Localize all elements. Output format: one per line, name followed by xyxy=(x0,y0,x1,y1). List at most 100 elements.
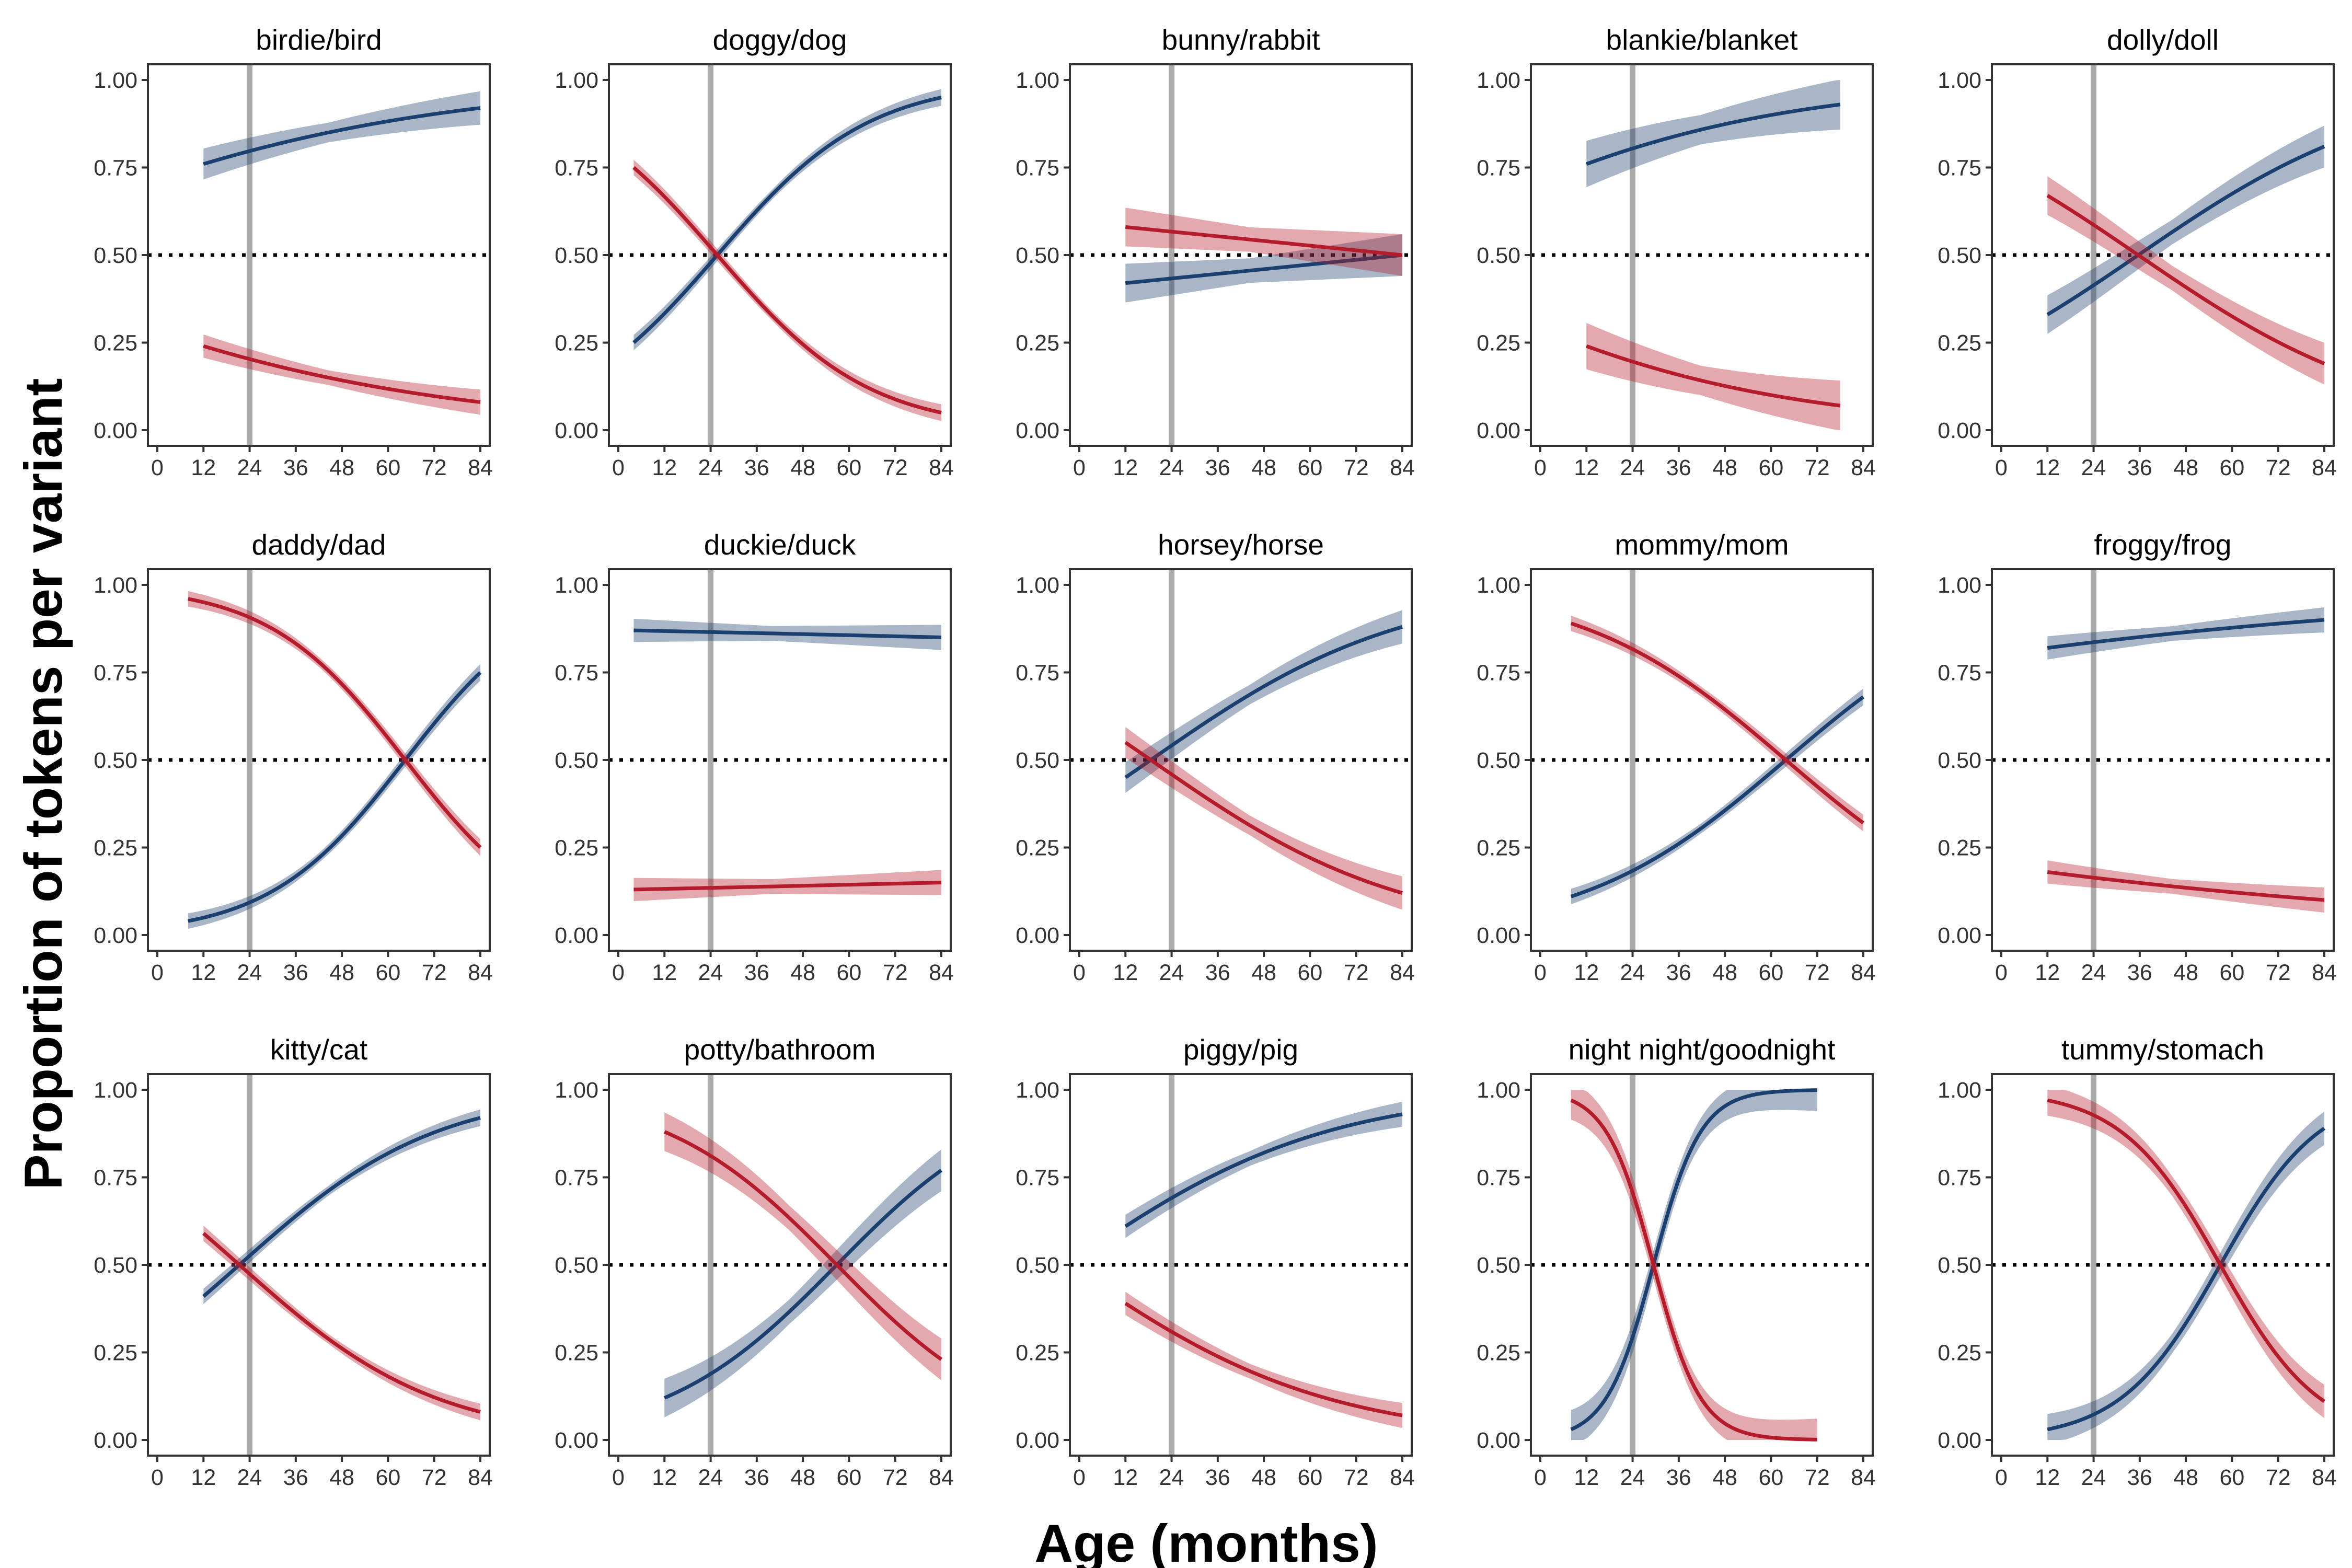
x-tick-label: 36 xyxy=(1666,455,1691,480)
confidence-band xyxy=(1571,688,1863,905)
y-tick-label: 0.75 xyxy=(555,156,598,181)
x-tick-label: 36 xyxy=(283,1465,308,1490)
x-tick-label: 12 xyxy=(652,1465,677,1490)
y-tick-label: 1.00 xyxy=(94,1078,137,1103)
y-tick-label: 0.75 xyxy=(94,156,137,181)
confidence-band xyxy=(1125,1101,1402,1238)
x-tick-label: 24 xyxy=(1159,455,1184,480)
y-tick-label: 1.00 xyxy=(1016,573,1059,598)
y-tick-label: 0.50 xyxy=(1938,748,1981,773)
x-tick-label: 72 xyxy=(2266,455,2291,480)
x-tick-label: 36 xyxy=(744,1465,769,1490)
y-tick-label: 0.00 xyxy=(555,1428,598,1453)
panel-potty-bathroom: potty/bathroom 0.00 0.25 0.50 0.75 1.00 0 12 24 3… xyxy=(555,1033,954,1490)
x-tick-label: 84 xyxy=(1851,1465,1876,1490)
x-tick-label: 48 xyxy=(790,455,815,480)
x-tick-label: 48 xyxy=(329,455,354,480)
y-tick-label: 0.25 xyxy=(1016,331,1059,356)
x-tick-label: 84 xyxy=(2312,960,2337,985)
fit-line-series-1 xyxy=(663,1169,943,1400)
panel-title: doggy/dog xyxy=(713,24,847,56)
fit-line-series-1 xyxy=(188,671,482,923)
y-tick-label: 0.75 xyxy=(555,1166,598,1191)
x-tick-label: 48 xyxy=(1712,960,1737,985)
x-tick-label: 84 xyxy=(2312,1465,2337,1490)
x-tick-label: 0 xyxy=(1534,960,1547,985)
x-tick-label: 48 xyxy=(790,1465,815,1490)
panel-title: tummy/stomach xyxy=(2061,1033,2264,1066)
x-tick-label: 36 xyxy=(1666,960,1691,985)
y-tick-label: 1.00 xyxy=(555,1078,598,1103)
y-tick-label: 0.50 xyxy=(1016,243,1059,268)
x-tick-label: 0 xyxy=(151,1465,164,1490)
y-tick-label: 0.75 xyxy=(94,661,137,686)
x-tick-label: 24 xyxy=(698,455,723,480)
y-tick-label: 0.50 xyxy=(1938,243,1981,268)
x-tick-label: 0 xyxy=(151,960,164,985)
y-tick-label: 1.00 xyxy=(555,68,598,93)
panel-title: duckie/duck xyxy=(704,528,856,561)
y-tick-label: 0.50 xyxy=(94,243,137,268)
panel-night-night-goodnight: night night/goodnight 0.00 0.25 0.50 0.75 1.0… xyxy=(1477,1033,1876,1490)
y-tick-label: 1.00 xyxy=(1938,1078,1981,1103)
x-tick-label: 60 xyxy=(837,455,862,480)
x-tick-label: 12 xyxy=(1113,455,1138,480)
fit-line-series-2 xyxy=(1124,741,1403,895)
panel-title: daddy/dad xyxy=(252,528,386,561)
y-tick-label: 1.00 xyxy=(555,573,598,598)
y-tick-label: 0.25 xyxy=(1016,1341,1059,1366)
x-tick-label: 72 xyxy=(883,455,908,480)
panel-dolly-doll: dolly/doll 0.00 0.25 0.50 0.75 1.00 0 12 24 36 48 6… xyxy=(1938,24,2337,480)
x-tick-label: 72 xyxy=(883,960,908,985)
x-tick-label: 60 xyxy=(376,455,401,480)
y-tick-label: 0.00 xyxy=(94,1428,137,1453)
confidence-band xyxy=(1125,1292,1402,1428)
x-tick-label: 60 xyxy=(1298,455,1323,480)
panel-doggy-dog: doggy/dog 0.00 0.25 0.50 0.75 1.00 0 12 24 36 48 60… xyxy=(555,24,954,480)
y-tick-label: 0.00 xyxy=(1016,418,1059,443)
x-tick-label: 36 xyxy=(744,455,769,480)
x-tick-label: 24 xyxy=(2081,455,2106,480)
x-tick-label: 48 xyxy=(2173,1465,2198,1490)
y-tick-label: 1.00 xyxy=(1477,68,1520,93)
panel-mommy-mom: mommy/mom 0.00 0.25 0.50 0.75 1.00 0 12 24 36 48 60… xyxy=(1477,528,1876,985)
fit-line-series-2 xyxy=(2047,870,2325,902)
fit-line-series-1 xyxy=(632,96,942,344)
y-axis-title: Proportion of tokens per variant xyxy=(14,378,73,1190)
x-tick-label: 36 xyxy=(2127,960,2152,985)
confidence-band xyxy=(1571,1090,1817,1440)
panel-title: froggy/frog xyxy=(2094,528,2232,561)
y-tick-label: 0.75 xyxy=(1016,156,1059,181)
x-tick-label: 24 xyxy=(1159,1465,1184,1490)
x-tick-label: 84 xyxy=(1390,1465,1415,1490)
panel-title: dolly/doll xyxy=(2107,24,2219,56)
x-tick-label: 72 xyxy=(1344,1465,1369,1490)
x-tick-label: 48 xyxy=(329,960,354,985)
x-tick-label: 0 xyxy=(1073,1465,1086,1490)
confidence-band xyxy=(2047,176,2324,385)
fit-line-series-1 xyxy=(633,628,942,639)
x-tick-label: 60 xyxy=(837,960,862,985)
y-tick-label: 0.00 xyxy=(1477,923,1520,948)
x-tick-label: 72 xyxy=(2266,960,2291,985)
y-tick-label: 0.75 xyxy=(555,661,598,686)
x-tick-label: 60 xyxy=(376,1465,401,1490)
fit-line-series-2 xyxy=(1124,1301,1403,1417)
panel-grid: birdie/bird 0.00 0.25 0.50 0.75 1.00 0 12 24 36 48… xyxy=(94,24,2337,1490)
fit-line-series-1 xyxy=(1124,1112,1403,1228)
y-tick-label: 0.50 xyxy=(1016,748,1059,773)
fit-line-series-1 xyxy=(2047,1126,2326,1432)
y-tick-label: 0.25 xyxy=(1477,1341,1520,1366)
x-tick-label: 60 xyxy=(376,960,401,985)
y-tick-label: 1.00 xyxy=(1477,573,1520,598)
x-tick-label: 72 xyxy=(883,1465,908,1490)
y-tick-label: 0.50 xyxy=(1477,1253,1520,1278)
y-tick-label: 0.75 xyxy=(1938,661,1981,686)
x-tick-label: 0 xyxy=(1073,455,1086,480)
x-tick-label: 84 xyxy=(2312,455,2337,480)
y-tick-label: 0.00 xyxy=(94,923,137,948)
confidence-band xyxy=(1571,615,1863,832)
confidence-band xyxy=(633,89,941,351)
panel-kitty-cat: kitty/cat 0.00 0.25 0.50 0.75 1.00 0 12 24 36 48 60… xyxy=(94,1033,493,1490)
